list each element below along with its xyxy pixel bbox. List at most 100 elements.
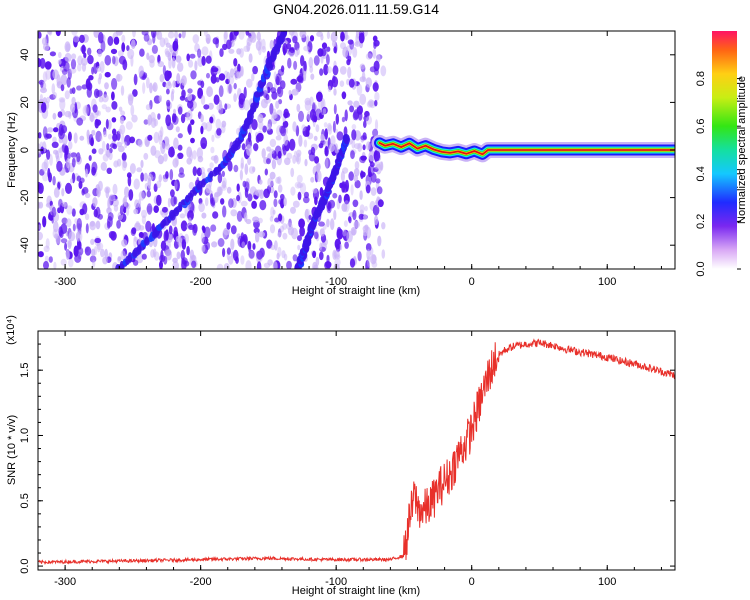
snr-content (38, 338, 675, 566)
speckle-dot (166, 99, 171, 107)
speckle-dot (145, 220, 152, 232)
speckle-dot (274, 217, 280, 223)
speckle-dot (349, 105, 355, 113)
speckle-dot (365, 184, 371, 194)
speckle-dot (78, 180, 83, 189)
speckle-dot (248, 249, 255, 259)
speckle-dot (333, 263, 340, 269)
speckle-dot (53, 261, 57, 269)
speckle-dot (360, 155, 367, 161)
speckle-dot (107, 212, 114, 221)
speckle-dot (66, 205, 73, 215)
speckle-dot (165, 171, 169, 179)
speckle-dot (253, 143, 259, 152)
speckle-dot (256, 250, 263, 260)
colorbar-gradient (712, 31, 737, 269)
speckle-dot (365, 53, 373, 60)
speckle-dot (196, 147, 203, 159)
speckle-dot (123, 195, 127, 207)
speckle-dot (329, 143, 335, 153)
speckle-dot (192, 150, 197, 160)
speckle-dot (112, 128, 117, 136)
speckle-dot (74, 254, 82, 263)
speckle-dot (216, 127, 222, 136)
alias-dot (342, 133, 350, 143)
speckle-dot (38, 182, 44, 194)
speckle-dot (101, 140, 106, 152)
speckle-dot (166, 88, 170, 95)
speckle-dot (150, 249, 155, 258)
speckle-dot (179, 167, 184, 175)
colorbar-tick-label: 0.2 (695, 214, 707, 229)
speckle-dot (41, 161, 48, 172)
speckle-dot (310, 73, 315, 80)
speckle-dot (343, 220, 348, 228)
speckle-dot (71, 31, 78, 36)
speckle-dot (318, 221, 325, 227)
speckle-dot (146, 77, 150, 89)
speckle-dot (125, 206, 130, 216)
snr-xlabel: Height of straight line (km) (292, 585, 420, 597)
speckle-dot (275, 75, 280, 86)
speckle-dot (181, 75, 187, 86)
speckle-dot (293, 60, 298, 70)
speckle-dot (319, 242, 323, 251)
speckle-dot (96, 66, 102, 72)
speckle-dot (211, 134, 215, 143)
speckle-dot (233, 93, 237, 103)
speckle-dot (77, 63, 82, 72)
speckle-dot (259, 200, 267, 211)
speckle-dot (346, 230, 353, 243)
speckle-dot (116, 220, 121, 229)
speckle-dot (233, 82, 237, 90)
speckle-dot (132, 89, 138, 97)
speckle-dot (96, 110, 101, 117)
speckle-dot (300, 55, 305, 67)
speckle-dot (92, 259, 96, 268)
speckle-dot (301, 124, 306, 132)
speckle-dot (252, 216, 260, 223)
speckle-dot (326, 218, 330, 228)
speckle-dot (51, 141, 59, 148)
spectrogram-ytick-label: -40 (19, 237, 31, 253)
speckle-dot (247, 240, 252, 250)
speckle-dot (38, 58, 42, 68)
speckle-dot (38, 132, 42, 139)
speckle-dot (291, 88, 299, 96)
speckle-dot (172, 158, 179, 168)
speckle-dot (307, 125, 311, 131)
speckle-dot (226, 222, 231, 230)
speckle-dot (236, 210, 243, 222)
speckle-dot (104, 71, 111, 78)
snr-frame (37, 330, 676, 571)
speckle-dot (51, 83, 56, 95)
speckle-dot (371, 254, 377, 263)
speckle-dot (152, 84, 156, 92)
speckle-dot (175, 126, 180, 133)
speckle-dot (175, 236, 180, 242)
speckle-dot (145, 104, 151, 111)
speckle-dot (63, 61, 70, 72)
speckle-dot (186, 110, 193, 121)
speckle-dot (158, 130, 163, 141)
speckle-dot (341, 116, 346, 123)
speckle-dot (111, 101, 118, 110)
spectrogram-ytick-label: 20 (19, 96, 31, 108)
speckle-dot (213, 154, 219, 164)
speckle-dot (71, 53, 77, 60)
speckle-dot (143, 172, 148, 182)
speckle-dot (298, 135, 303, 147)
speckle-dot (359, 190, 363, 201)
speckle-dot (76, 230, 83, 243)
speckle-dot (245, 218, 252, 225)
speckle-dot (353, 221, 360, 229)
speckle-dot (201, 225, 205, 231)
speckle-dot (324, 261, 331, 269)
speckle-dot (277, 68, 285, 76)
speckle-dot (128, 189, 134, 201)
speckle-dot (240, 157, 244, 169)
speckle-dot (223, 227, 231, 236)
speckle-dot (332, 120, 336, 133)
speckle-dot (76, 152, 81, 163)
